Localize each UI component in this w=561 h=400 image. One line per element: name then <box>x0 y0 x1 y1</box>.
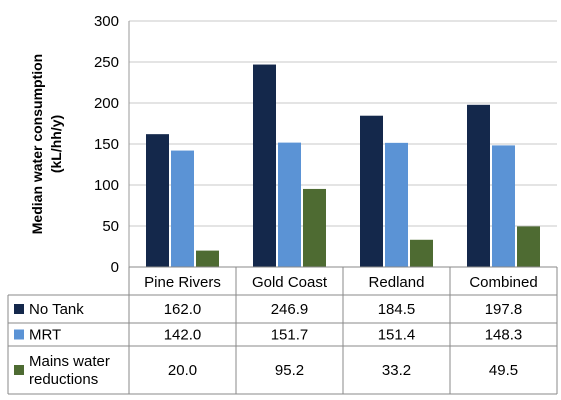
y-axis-title: Median water consumption (kL/hh/y) <box>29 54 64 234</box>
value-mrt-gold-coast: 151.7 <box>271 327 309 344</box>
y-tick-label-50: 50 <box>102 218 119 235</box>
category-label-redland: Redland <box>369 274 425 291</box>
value-mains-water-reductions-redland: 33.2 <box>382 362 411 379</box>
bar-mrt-pine-rivers <box>171 150 194 267</box>
bar-no-tank-pine-rivers <box>146 134 169 267</box>
value-no-tank-redland: 184.5 <box>378 301 416 318</box>
y-tick-label-300: 300 <box>94 13 119 30</box>
value-mrt-pine-rivers: 142.0 <box>164 327 202 344</box>
category-label-pine-rivers: Pine Rivers <box>144 274 221 291</box>
bars <box>146 64 540 268</box>
legend-label-mrt: MRT <box>29 327 61 344</box>
bar-mrt-combined <box>492 145 515 267</box>
value-mains-water-reductions-gold-coast: 95.2 <box>275 362 304 379</box>
legend-label-mains-water-reductions: Mains water reductions <box>29 353 110 388</box>
bar-mrt-gold-coast <box>278 142 301 267</box>
value-mains-water-reductions-pine-rivers: 20.0 <box>168 362 197 379</box>
bar-no-tank-gold-coast <box>253 64 276 268</box>
category-label-gold-coast: Gold Coast <box>252 274 328 291</box>
bar-mains-water-reductions-gold-coast <box>303 188 326 267</box>
bar-mains-water-reductions-pine-rivers <box>196 250 219 267</box>
value-no-tank-gold-coast: 246.9 <box>271 301 309 318</box>
y-tick-label-100: 100 <box>94 177 119 194</box>
data-table: Pine Rivers Gold Coast Redland Combined No T… <box>7 266 558 395</box>
bar-no-tank-combined <box>467 104 490 267</box>
legend-swatch-mains-water-reductions <box>14 365 24 375</box>
bar-mains-water-reductions-combined <box>517 226 540 267</box>
bar-mrt-redland <box>385 142 408 267</box>
value-no-tank-pine-rivers: 162.0 <box>164 301 202 318</box>
y-tick-labels: 0 50 100 150 200 250 300 <box>94 13 119 276</box>
y-tick-label-250: 250 <box>94 54 119 71</box>
value-mains-water-reductions-combined: 49.5 <box>489 362 518 379</box>
legend-label-no-tank: No Tank <box>29 301 84 318</box>
legend-swatch-no-tank <box>14 304 24 314</box>
y-tick-label-0: 0 <box>111 259 119 276</box>
y-tick-label-200: 200 <box>94 95 119 112</box>
y-tick-label-150: 150 <box>94 136 119 153</box>
bar-no-tank-redland <box>360 115 383 268</box>
y-axis-title-text: Median water consumption (kL/hh/y) <box>29 54 64 234</box>
legend-swatch-mrt <box>14 329 24 340</box>
bar-mains-water-reductions-redland <box>410 239 433 267</box>
value-mrt-redland: 151.4 <box>378 327 416 344</box>
value-no-tank-combined: 197.8 <box>485 301 523 318</box>
category-label-combined: Combined <box>469 274 537 291</box>
value-mrt-combined: 148.3 <box>485 327 523 344</box>
